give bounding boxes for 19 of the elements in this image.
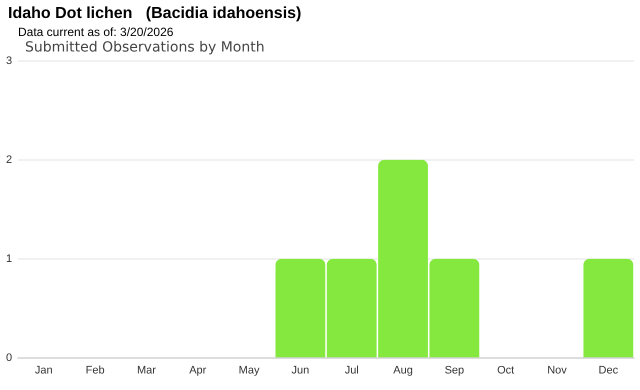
x-tick-label: Dec [598, 364, 619, 376]
x-tick-label: Jun [292, 364, 310, 376]
x-tick-label: Sep [444, 364, 464, 376]
x-tick-label: Jan [34, 364, 53, 376]
x-tick-label: Mar [136, 364, 156, 376]
x-tick-label: Oct [497, 364, 514, 376]
x-tick-label: Aug [393, 364, 413, 376]
x-tick-label: Jul [344, 364, 359, 376]
y-tick-label: 3 [6, 55, 12, 68]
x-tick-label: May [238, 364, 260, 376]
x-tick-label: Feb [86, 364, 105, 376]
text: Submitted Observations by Month [25, 40, 265, 56]
chart-subtitle: Data current as of: 3/20/2026 [17, 24, 174, 39]
y-tick-label: 1 [6, 252, 12, 265]
x-tick-label: Apr [189, 364, 207, 376]
y-tick-label: 0 [6, 352, 12, 364]
chart-title: Idaho Dot lichen (Bacidia idahoensis) [7, 4, 302, 23]
y-tick-label: 2 [6, 154, 12, 166]
x-tick-label: Nov [547, 364, 568, 376]
